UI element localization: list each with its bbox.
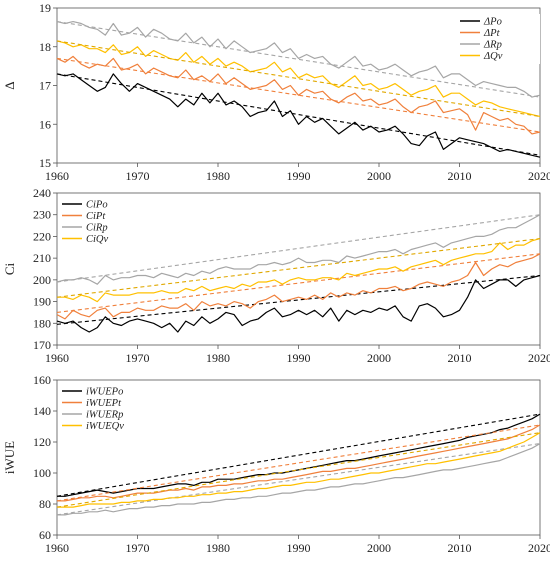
x-tick-label: 2010 <box>448 351 472 365</box>
y-tick-label: 220 <box>33 229 51 243</box>
series-line-3 <box>56 214 541 285</box>
trend-line-3 <box>56 443 541 516</box>
x-tick-label: 1980 <box>206 169 230 183</box>
y-tick-label: 240 <box>33 186 51 200</box>
trend-line-4 <box>56 40 541 118</box>
y-tick-label: 120 <box>33 435 51 449</box>
x-tick-label: 1970 <box>126 541 150 555</box>
x-tick-label: 2020 <box>528 169 550 183</box>
chart-panel-3: 60 80 100 120 140 160 1960 1970 1980 1990 2000 2010… <box>2 373 550 555</box>
trend-line-1 <box>56 274 541 325</box>
y-tick-label: 15 <box>39 156 51 170</box>
y-tick-label: 19 <box>39 1 51 15</box>
series-line-2 <box>57 424 541 502</box>
chart-panel-2: 170 180 190 200 210 220 230 240 1960 1970 1980 1990… <box>2 186 550 365</box>
series-line-1 <box>56 73 541 158</box>
x-tick-label: 2000 <box>367 169 391 183</box>
x-tick-label: 2000 <box>367 351 391 365</box>
legend-label: CiRp <box>86 223 108 234</box>
x-tick-label: 1990 <box>287 351 311 365</box>
y-tick-label: 17 <box>39 79 51 93</box>
trend-line-4 <box>56 238 541 298</box>
trend-line-1 <box>56 73 541 156</box>
x-tick-label: 1960 <box>45 169 69 183</box>
series-line-3 <box>57 443 541 516</box>
x-tick-label: 1970 <box>126 351 150 365</box>
y-tick-label: 200 <box>33 273 51 287</box>
legend-label: iWUEQv <box>86 421 124 432</box>
x-tick-label: 2000 <box>367 541 391 555</box>
series-line-3 <box>56 21 541 98</box>
x-tick-label: 1960 <box>45 351 69 365</box>
series-line-1 <box>57 413 541 497</box>
series-line-2 <box>56 253 541 320</box>
x-tick-label: 2020 <box>528 351 550 365</box>
y-axis-title: Δ <box>2 81 17 89</box>
legend-label: CiPt <box>86 211 106 222</box>
y-tick-label: 100 <box>33 466 51 480</box>
trend-line-2 <box>56 253 541 313</box>
y-tick-label: 190 <box>33 295 51 309</box>
trend-line-4 <box>56 432 541 508</box>
series-line-2 <box>56 55 541 135</box>
legend-label: iWUEPo <box>86 387 123 398</box>
x-tick-label: 1990 <box>287 541 311 555</box>
y-tick-label: 16 <box>39 117 51 131</box>
series-line-4 <box>57 238 541 303</box>
legend-label: ΔQv <box>483 51 503 62</box>
y-tick-label: 160 <box>33 373 51 387</box>
legend-label: iWUEPt <box>86 398 122 409</box>
trend-line-3 <box>56 214 541 283</box>
legend-label: ΔPt <box>483 28 501 39</box>
y-tick-label: 170 <box>33 338 51 352</box>
trend-line-2 <box>56 424 541 502</box>
y-tick-label: 60 <box>39 528 51 542</box>
x-tick-label: 1980 <box>206 351 230 365</box>
y-axis-title: Ci <box>2 262 17 275</box>
chart-panel-1: 15 16 17 18 19 1960 1970 1980 1990 2000 2010 2020 Δ Δ… <box>2 1 550 183</box>
legend-label: ΔPo <box>483 17 502 28</box>
trend-line-2 <box>56 57 541 133</box>
y-tick-label: 230 <box>33 208 51 222</box>
legend-label: CiPo <box>86 200 108 211</box>
trend-line-3 <box>56 21 541 98</box>
x-tick-label: 1970 <box>126 169 150 183</box>
legend-label: ΔRp <box>483 40 502 51</box>
legend-label: CiQv <box>86 234 109 245</box>
y-tick-label: 18 <box>39 40 51 54</box>
x-tick-label: 1990 <box>287 169 311 183</box>
trend-line-1 <box>56 413 541 497</box>
y-tick-label: 80 <box>39 497 51 511</box>
x-tick-label: 1980 <box>206 541 230 555</box>
y-tick-label: 180 <box>33 316 51 330</box>
x-tick-label: 1960 <box>45 541 69 555</box>
series-line-4 <box>56 40 541 118</box>
y-axis-title: iWUE <box>2 441 17 474</box>
x-tick-label: 2020 <box>528 541 550 555</box>
x-tick-label: 2010 <box>448 541 472 555</box>
series-line-1 <box>56 274 541 333</box>
series-line-4 <box>57 432 541 508</box>
x-tick-label: 2010 <box>448 169 472 183</box>
y-tick-label: 140 <box>33 404 51 418</box>
legend-label: iWUERp <box>86 410 123 421</box>
y-tick-label: 210 <box>33 251 51 265</box>
